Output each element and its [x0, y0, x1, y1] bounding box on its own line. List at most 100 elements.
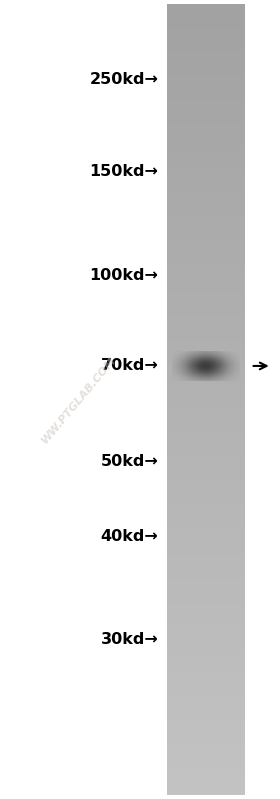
- Bar: [167, 700, 245, 703]
- Bar: [167, 444, 245, 447]
- Bar: [167, 618, 245, 621]
- Bar: [167, 626, 245, 629]
- Bar: [167, 608, 245, 610]
- Bar: [167, 507, 245, 511]
- Bar: [167, 629, 245, 631]
- Bar: [167, 708, 245, 710]
- Bar: [167, 758, 245, 761]
- Bar: [167, 360, 245, 363]
- Bar: [167, 217, 245, 221]
- Bar: [167, 178, 245, 181]
- Bar: [167, 598, 245, 600]
- Bar: [167, 85, 245, 89]
- Bar: [167, 239, 245, 241]
- Bar: [167, 716, 245, 718]
- Bar: [167, 639, 245, 642]
- Bar: [167, 310, 245, 312]
- Bar: [167, 107, 245, 109]
- Bar: [167, 381, 245, 384]
- Text: 100kd→: 100kd→: [89, 268, 158, 283]
- Bar: [167, 365, 245, 368]
- Bar: [167, 20, 245, 22]
- Bar: [167, 286, 245, 288]
- Bar: [167, 455, 245, 458]
- Bar: [167, 278, 245, 280]
- Bar: [167, 447, 245, 450]
- Bar: [167, 692, 245, 695]
- Bar: [167, 718, 245, 721]
- Bar: [167, 431, 245, 434]
- Bar: [167, 17, 245, 20]
- Bar: [167, 418, 245, 420]
- Bar: [167, 476, 245, 479]
- Text: 40kd→: 40kd→: [101, 530, 158, 544]
- Bar: [167, 352, 245, 355]
- Bar: [167, 726, 245, 729]
- Bar: [167, 742, 245, 745]
- Bar: [167, 162, 245, 165]
- Bar: [167, 753, 245, 756]
- Bar: [167, 578, 245, 582]
- Bar: [167, 149, 245, 152]
- Bar: [167, 331, 245, 334]
- Bar: [167, 38, 245, 41]
- Bar: [167, 133, 245, 136]
- Bar: [167, 761, 245, 763]
- Bar: [167, 207, 245, 209]
- Bar: [167, 189, 245, 191]
- Bar: [167, 104, 245, 107]
- Bar: [167, 645, 245, 647]
- Bar: [167, 62, 245, 65]
- Bar: [167, 789, 245, 793]
- Bar: [167, 465, 245, 468]
- Bar: [167, 574, 245, 576]
- Bar: [167, 621, 245, 623]
- Bar: [167, 586, 245, 590]
- Bar: [167, 115, 245, 117]
- Bar: [167, 594, 245, 598]
- Bar: [167, 397, 245, 400]
- Bar: [167, 191, 245, 194]
- Bar: [167, 412, 245, 415]
- Bar: [167, 168, 245, 170]
- Bar: [167, 405, 245, 407]
- Bar: [167, 284, 245, 286]
- Bar: [167, 503, 245, 505]
- Bar: [167, 407, 245, 410]
- Bar: [167, 473, 245, 476]
- Bar: [167, 415, 245, 418]
- Bar: [167, 384, 245, 387]
- Bar: [167, 420, 245, 423]
- Bar: [167, 394, 245, 397]
- Bar: [167, 144, 245, 146]
- Bar: [167, 400, 245, 402]
- Bar: [167, 703, 245, 706]
- Bar: [167, 653, 245, 655]
- Bar: [167, 65, 245, 67]
- Bar: [167, 33, 245, 36]
- Bar: [167, 781, 245, 785]
- Bar: [167, 787, 245, 789]
- Bar: [167, 270, 245, 273]
- Bar: [167, 442, 245, 444]
- Bar: [167, 294, 245, 296]
- Text: 30kd→: 30kd→: [101, 632, 158, 646]
- Bar: [167, 793, 245, 795]
- Bar: [167, 563, 245, 566]
- Bar: [167, 666, 245, 669]
- Bar: [167, 647, 245, 650]
- Bar: [167, 67, 245, 70]
- Bar: [167, 368, 245, 371]
- Bar: [167, 120, 245, 123]
- Bar: [167, 555, 245, 558]
- Bar: [167, 590, 245, 592]
- Bar: [167, 489, 245, 491]
- Bar: [167, 334, 245, 336]
- Bar: [167, 740, 245, 742]
- Bar: [167, 655, 245, 658]
- Bar: [167, 631, 245, 634]
- Bar: [167, 328, 245, 331]
- Bar: [167, 463, 245, 465]
- Bar: [167, 344, 245, 347]
- Bar: [167, 273, 245, 276]
